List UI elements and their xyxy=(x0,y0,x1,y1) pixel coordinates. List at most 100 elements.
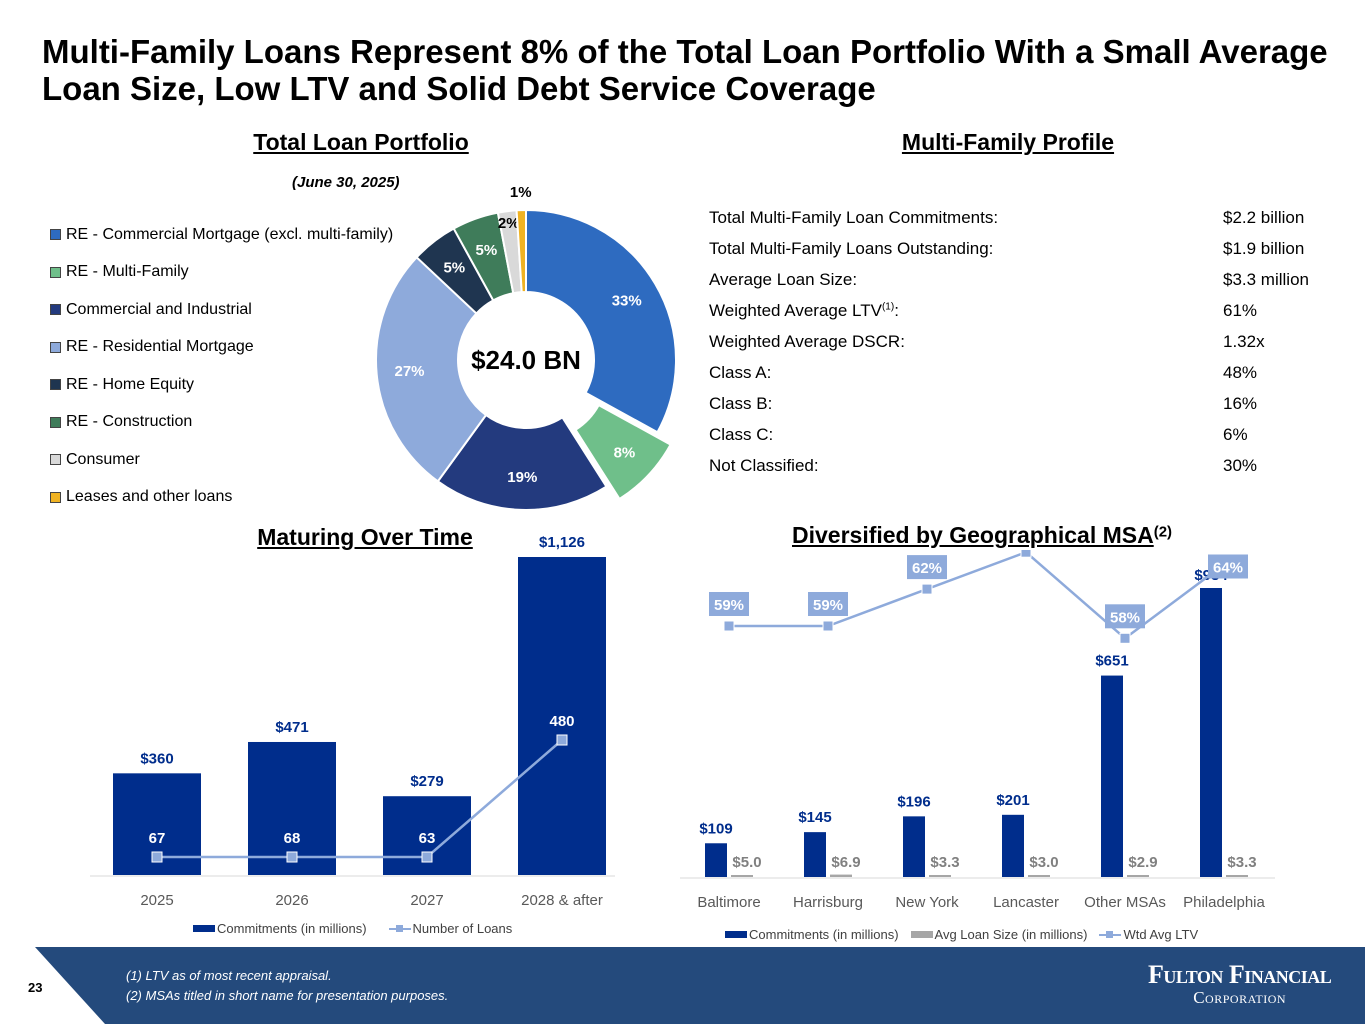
msa-ltv-label: 59% xyxy=(714,597,744,614)
pie-slice-label: 27% xyxy=(395,363,425,380)
pie-slice-label: 8% xyxy=(614,444,636,461)
profile-title: Multi-Family Profile xyxy=(901,129,1115,155)
msa-ltv-label-box xyxy=(1105,604,1145,629)
portfolio-subtitle: (June 30, 2025) xyxy=(292,174,400,191)
profile-value: 30% xyxy=(1223,455,1258,475)
msa-avg-size-bar xyxy=(1226,875,1248,877)
msa-avg-size-bar xyxy=(731,875,753,877)
profile-value: 16% xyxy=(1223,393,1258,413)
msa-commitment-label: $109 xyxy=(699,820,732,837)
pie-legend-label: Consumer xyxy=(66,450,140,468)
msa-chart: $109$5.0 Baltimore $145 $6.9 Harrisburg $196 $… xyxy=(680,550,1275,911)
profile-label: Average Loan Size: xyxy=(709,269,858,289)
pie-legend-item: RE - Residential Mortgage xyxy=(50,329,393,367)
footnote-2: (2) MSAs titled in short name for presen… xyxy=(126,988,449,1003)
msa-title: Diversified by Geographical MSA xyxy=(792,522,1154,548)
msa-category-label: Philadelphia xyxy=(1183,894,1265,911)
profile-label: Not Classified: xyxy=(709,455,819,475)
legend-avg-size-label: Avg Loan Size (in millions) xyxy=(934,927,1088,942)
profile-row: Class B: 16% xyxy=(709,388,1349,419)
profile-table: Total Multi-Family Loan Commitments: $2.2… xyxy=(709,202,1349,481)
pie-legend-item: RE - Multi-Family xyxy=(50,254,393,292)
pie-slice-label: 33% xyxy=(612,292,642,309)
msa-ltv-label: 58% xyxy=(1110,609,1140,626)
msa-title-wrap: Diversified by Geographical MSA(2) xyxy=(792,522,1172,549)
pie-slice-label: 1% xyxy=(510,184,532,201)
pie-legend-swatch xyxy=(50,454,61,466)
maturing-loans-label: 67 xyxy=(149,830,166,847)
maturing-category-label: 2027 xyxy=(410,892,443,909)
pie-legend-item: Consumer xyxy=(50,441,393,479)
profile-label: Total Multi-Family Loans Outstanding: xyxy=(709,238,994,258)
pie-legend-label: RE - Home Equity xyxy=(66,375,195,393)
msa-commitment-bar xyxy=(903,816,925,877)
maturing-chart: $360 2025 $471 2026 $279 2027 $1,126 2028 & aft… xyxy=(90,534,615,909)
footnote-1: (1) LTV as of most recent appraisal. xyxy=(126,968,332,983)
msa-ltv-label-box xyxy=(907,555,947,580)
profile-label: Weighted Average LTV(1): xyxy=(709,300,899,320)
msa-ltv-marker xyxy=(921,583,933,595)
pie-slice xyxy=(525,208,677,434)
maturing-bar-label: $360 xyxy=(140,750,173,767)
msa-title-footnote: (2) xyxy=(1153,523,1173,541)
logo-line-1: Fulton Financial xyxy=(1148,960,1332,989)
msa-commitment-bar xyxy=(1101,675,1123,877)
maturing-bar-label: $1,126 xyxy=(539,534,585,551)
profile-value: 6% xyxy=(1223,424,1248,444)
msa-commitment-label: $651 xyxy=(1095,653,1128,670)
msa-ltv-line xyxy=(729,550,1225,640)
msa-ltv-label-box xyxy=(1208,554,1248,579)
profile-label: Class B: xyxy=(709,393,773,413)
pie-slice xyxy=(574,403,672,501)
pie-legend-swatch xyxy=(50,416,61,428)
maturing-title: Maturing Over Time xyxy=(257,524,473,550)
maturing-category-label: 2025 xyxy=(140,892,173,909)
maturing-bar-label: $471 xyxy=(275,719,308,736)
msa-commitment-bar xyxy=(1002,814,1024,877)
profile-label: Total Multi-Family Loan Commitments: xyxy=(709,207,999,227)
pie-legend-label: RE - Multi-Family xyxy=(66,263,189,281)
maturing-loans-label: 68 xyxy=(284,830,301,847)
pie-chart: 33%8%19%27%5%5%2%1%$24.0 BN xyxy=(375,184,677,511)
msa-category-label: Harrisburg xyxy=(793,894,863,911)
pie-slice xyxy=(375,255,488,483)
maturing-loans-marker xyxy=(421,851,433,863)
msa-category-label: Other MSAs xyxy=(1084,894,1166,911)
legend-loans-swatch xyxy=(388,924,411,932)
msa-ltv-label: 64% xyxy=(1213,560,1243,577)
maturing-loans-line xyxy=(157,739,563,859)
msa-avg-size-label: $5.0 xyxy=(732,854,761,871)
pie-legend-label: Leases and other loans xyxy=(66,488,233,506)
footnotes: (1) LTV as of most recent appraisal. (2)… xyxy=(126,966,448,1006)
pie-slice-label: 5% xyxy=(476,242,498,259)
pie-legend-swatch xyxy=(50,491,61,503)
profile-value: 61% xyxy=(1223,300,1258,320)
profile-value: $2.2 billion xyxy=(1223,207,1305,227)
pie-legend-swatch xyxy=(50,379,61,391)
profile-row: Class C: 6% xyxy=(709,419,1349,450)
profile-row: Class A: 48% xyxy=(709,357,1349,388)
pie-legend-swatch xyxy=(50,266,61,278)
msa-legend: Commitments (in millions) Avg Loan Size … xyxy=(725,927,1198,942)
msa-category-label: New York xyxy=(895,894,959,911)
legend-msa-commitments-label: Commitments (in millions) xyxy=(749,927,899,942)
profile-row: Weighted Average LTV(1): 61% xyxy=(709,295,1349,326)
page-number: 23 xyxy=(28,980,43,995)
profile-row: Total Multi-Family Loans Outstanding: $1.… xyxy=(709,233,1349,264)
profile-label: Class A: xyxy=(709,362,772,382)
msa-ltv-label: 59% xyxy=(813,597,843,614)
profile-row: Total Multi-Family Loan Commitments: $2.2… xyxy=(709,202,1349,233)
msa-category-label: Lancaster xyxy=(993,894,1059,911)
profile-label: Class C: xyxy=(709,424,774,444)
msa-commitment-label: $201 xyxy=(996,792,1029,809)
profile-value: $1.9 billion xyxy=(1223,238,1305,258)
pie-legend-item: Commercial and Industrial xyxy=(50,291,393,329)
page-title: Multi-Family Loans Represent 8% of the T… xyxy=(42,33,1328,107)
msa-ltv-marker xyxy=(1020,550,1032,558)
pie-legend-label: RE - Commercial Mortgage (excl. multi-fa… xyxy=(66,225,394,243)
msa-ltv-label: 62% xyxy=(912,560,942,577)
pie-legend-item: RE - Home Equity xyxy=(50,366,393,404)
maturing-loans-marker xyxy=(556,734,568,746)
pie-legend-label: Commercial and Industrial xyxy=(66,300,252,318)
msa-category-label: Baltimore xyxy=(697,894,760,911)
